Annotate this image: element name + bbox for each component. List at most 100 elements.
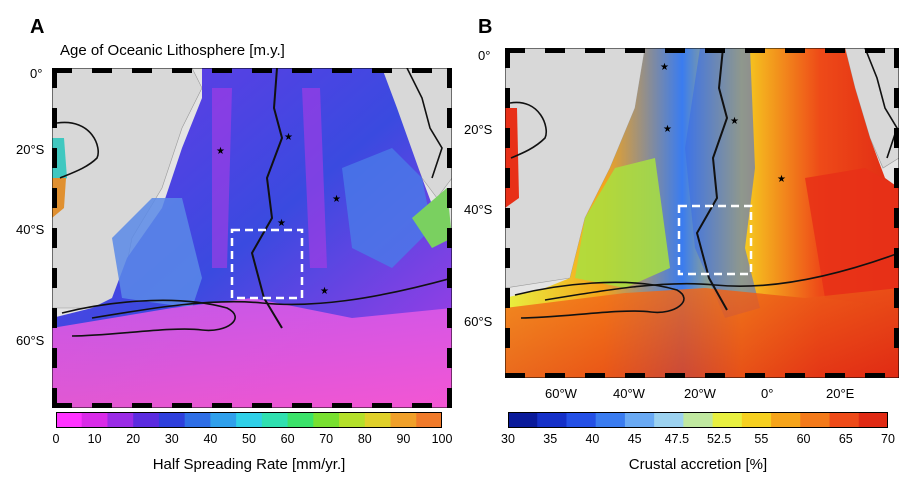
mid-atlantic-ridge <box>250 68 284 329</box>
coastline <box>509 101 547 159</box>
star-marker: ★ <box>777 174 786 185</box>
colorbar-swatch <box>56 412 83 428</box>
star-marker: ★ <box>660 62 669 73</box>
panel-a-colorbar <box>56 412 442 428</box>
colorbar-swatch <box>537 412 567 428</box>
panel-a-title: Age of Oceanic Lithosphere [m.y.] <box>60 42 285 59</box>
study-area-box <box>230 228 304 300</box>
coastline <box>61 299 236 337</box>
colorbar-tick-label: 40 <box>203 432 218 446</box>
ocean-band <box>685 48 760 318</box>
star-marker: ★ <box>663 124 672 135</box>
colorbar-swatch <box>158 412 186 428</box>
colorbar-tick-label: 20 <box>126 432 141 446</box>
colorbar-tick-label: 60 <box>280 432 295 446</box>
coastline <box>56 121 99 179</box>
colorbar-tick-label: 50 <box>242 432 256 446</box>
panel-a-lat-label: 0° <box>30 66 43 81</box>
colorbar-tick-label: 40 <box>585 432 600 446</box>
panel-a-lat-label: 40°S <box>16 222 45 237</box>
colorbar-swatch <box>624 412 655 428</box>
colorbar-swatch <box>858 412 888 428</box>
colorbar-swatch <box>133 412 160 428</box>
ocean-band <box>212 88 232 268</box>
panel-b-lon-label: 20°W <box>684 386 716 401</box>
panel-a-letter: A <box>30 16 45 38</box>
star-marker: ★ <box>320 286 329 297</box>
colorbar-swatch <box>364 412 392 428</box>
colorbar-swatch <box>107 412 134 428</box>
panel-b-colorbar-label: Crustal accretion [%] <box>628 456 768 473</box>
panel-b-lon-label: 40°W <box>613 386 645 401</box>
colorbar-tick-label: 70 <box>319 432 334 446</box>
ocean-band <box>302 88 327 268</box>
map-frame-ticks <box>505 48 899 378</box>
colorbar-swatch <box>261 412 289 428</box>
colorbar-swatch <box>800 412 831 428</box>
panel-b-lat-label: 40°S <box>464 202 493 217</box>
colorbar-swatch <box>741 412 772 428</box>
plate-boundary <box>544 252 899 301</box>
colorbar-tick-label: 52.5 <box>706 432 732 446</box>
ocean-band <box>575 158 670 288</box>
star-marker: ★ <box>332 194 341 205</box>
star-marker: ★ <box>284 132 293 143</box>
colorbar-swatch <box>712 412 743 428</box>
colorbar-swatch <box>390 412 417 428</box>
colorbar-swatch <box>184 412 211 428</box>
map-frame-ticks <box>52 68 452 408</box>
colorbar-swatch <box>595 412 626 428</box>
colorbar-tick-label: 90 <box>396 432 411 446</box>
colorbar-tick-label: 30 <box>164 432 179 446</box>
panel-a-colorbar-label: Half Spreading Rate [mm/yr.] <box>152 456 346 473</box>
colorbar-border <box>56 412 442 428</box>
mid-atlantic-ridge <box>695 48 729 311</box>
colorbar-tick-label: 70 <box>881 432 895 446</box>
colorbar-tick-label: 60 <box>796 432 811 446</box>
colorbar-tick-label: 35 <box>543 432 558 446</box>
panel-b-lon-label: 60°W <box>545 386 577 401</box>
colorbar-swatch <box>771 412 801 428</box>
colorbar-tick-label: 0 <box>52 432 60 446</box>
panel-b-letter: B <box>478 16 493 38</box>
panel-b-lat-label: 0° <box>478 48 491 63</box>
colorbar-tick-label: 100 <box>431 432 453 446</box>
panel-b-colorbar <box>508 412 888 428</box>
plate-boundary <box>91 277 452 319</box>
colorbar-tick-label: 47.5 <box>664 432 690 446</box>
colorbar-swatch <box>683 412 714 428</box>
colorbar-border <box>508 412 888 428</box>
panel-b-lon-label: 20°E <box>826 386 855 401</box>
star-marker: ★ <box>730 116 739 127</box>
star-marker: ★ <box>277 218 286 229</box>
colorbar-swatch <box>416 412 442 428</box>
ocean-band <box>112 198 202 308</box>
ocean-band <box>52 298 452 408</box>
colorbar-swatch <box>829 412 860 428</box>
panel-b-map: ★ ★ ★ ★ <box>505 48 899 378</box>
panel-a-lat-label: 60°S <box>16 333 45 348</box>
coastline <box>514 281 685 319</box>
colorbar-tick-label: 10 <box>87 432 102 446</box>
panel-b-lat-label: 20°S <box>464 122 493 137</box>
coastline <box>406 68 443 179</box>
colorbar-swatch <box>81 412 108 428</box>
panel-b-lat-label: 60°S <box>464 314 493 329</box>
colorbar-swatch <box>236 412 263 428</box>
colorbar-swatch <box>508 412 538 428</box>
ocean-band <box>805 168 899 308</box>
colorbar-swatch <box>654 412 684 428</box>
star-marker: ★ <box>216 146 225 157</box>
ocean-band <box>342 148 432 268</box>
panel-a-lat-label: 20°S <box>16 142 45 157</box>
panel-a-map: ★ ★ ★ ★ ★ <box>52 68 452 408</box>
colorbar-swatch <box>313 412 340 428</box>
study-area-box <box>677 204 753 276</box>
colorbar-swatch <box>210 412 237 428</box>
ocean-band <box>412 188 452 248</box>
coastline <box>864 48 898 159</box>
colorbar-tick-label: 30 <box>501 432 515 446</box>
colorbar-tick-label: 65 <box>838 432 853 446</box>
colorbar-tick-label: 80 <box>357 432 372 446</box>
ocean-band <box>505 288 899 378</box>
